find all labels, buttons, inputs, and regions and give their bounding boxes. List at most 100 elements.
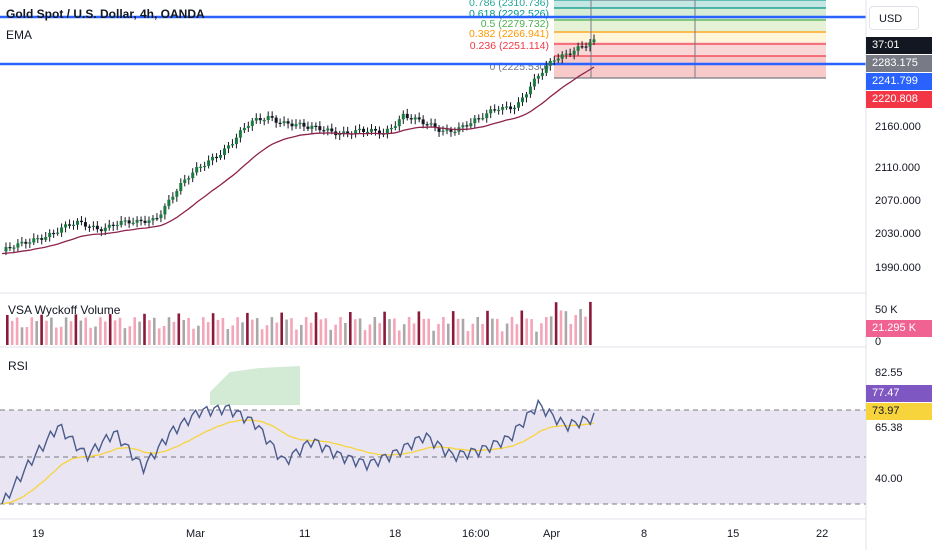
candle-body [314, 125, 318, 127]
candle-body [548, 60, 552, 66]
candle-body [425, 124, 429, 126]
fibonacci-retracement[interactable]: 0.786 (2310.736)0.618 (2292.526)0.5 (227… [469, 0, 826, 79]
candle-body [60, 227, 64, 233]
volume-indicator-label[interactable]: VSA Wyckoff Volume [8, 303, 121, 317]
volume-bar [108, 314, 112, 345]
candle-body [266, 116, 270, 121]
volume-bar [295, 329, 298, 345]
candle-body [310, 125, 314, 129]
candle-body [580, 46, 584, 48]
candle-body [294, 124, 298, 127]
candle-body [139, 219, 143, 222]
candle-body [171, 196, 175, 200]
currency-button[interactable]: USD [869, 6, 919, 30]
candle-body [12, 247, 16, 249]
candle-body [238, 130, 242, 138]
candle-body [588, 42, 592, 47]
rsi-indicator-label[interactable]: RSI [8, 359, 29, 373]
candle-body [524, 94, 528, 98]
candle-body [429, 123, 433, 125]
candle-body [354, 130, 358, 135]
candle-body [254, 117, 258, 121]
blue-line-price-label: 2241.799 [866, 73, 932, 90]
rsi-value-label: 77.47 [866, 385, 932, 402]
horizontal-lines[interactable] [0, 15, 866, 66]
volume-bar [373, 317, 377, 345]
candle-body [433, 123, 437, 128]
candle-body [64, 224, 68, 228]
volume-bar [363, 330, 367, 345]
ema-line [1, 66, 595, 255]
candle-body [123, 220, 127, 222]
volume-bar [535, 331, 538, 345]
rsi-band [0, 410, 866, 457]
candle-body [437, 127, 441, 132]
rsi-tick: 82.55 [875, 367, 903, 379]
candle-body [103, 227, 107, 232]
volume-bar [540, 323, 543, 345]
volume-bar [417, 311, 421, 345]
volume-bar [324, 318, 328, 345]
volume-bar [574, 315, 577, 345]
candle-body [32, 238, 36, 243]
volume-bar [393, 318, 396, 345]
rsi-line [1, 398, 595, 505]
candle-body [417, 117, 421, 120]
volume-bar [99, 317, 102, 345]
candle-body [306, 126, 310, 129]
volume-bar [549, 316, 553, 345]
candle-body [485, 113, 489, 119]
candle-body [338, 133, 342, 136]
volume-bar [451, 311, 455, 345]
candle-body [195, 167, 199, 173]
volume-bar [89, 327, 92, 345]
candle-body [493, 109, 497, 111]
candle-body [286, 121, 290, 124]
candle-body [147, 220, 151, 223]
volume-bar [569, 323, 573, 345]
candle-body [556, 58, 560, 61]
fib-zone [554, 32, 826, 42]
candle-body [207, 160, 211, 166]
volume-bar [133, 317, 136, 345]
candle-body [262, 120, 266, 122]
volume-bar [329, 329, 332, 345]
volume-bar [280, 312, 283, 345]
volume-bar [339, 317, 342, 345]
candle-body [489, 109, 493, 114]
volume-bar [128, 326, 132, 345]
volume-bar [398, 330, 401, 345]
volume-bar [290, 318, 293, 345]
volume-bar [564, 311, 568, 345]
candle-body [215, 156, 219, 159]
candle-body [270, 116, 274, 118]
volume-bar [231, 325, 234, 345]
symbol-title[interactable]: Gold Spot / U.S. Dollar, 4h, OANDA [6, 7, 205, 21]
candle-body [127, 220, 131, 224]
candle-body [592, 39, 596, 43]
candle-body [119, 220, 123, 225]
volume-bar [202, 317, 205, 345]
candle-body [258, 117, 262, 121]
volume-bar [432, 330, 435, 345]
ema-indicator-label[interactable]: EMA [6, 28, 33, 42]
candle-body [52, 232, 56, 235]
candle-body [211, 156, 215, 161]
volume-bar [206, 322, 210, 345]
price-tick: 2030.000 [875, 228, 921, 240]
candle-body [298, 122, 302, 125]
volume-tick: 0 [875, 336, 882, 348]
candle-body [509, 106, 513, 110]
volume-bar [148, 320, 151, 345]
candle-body [385, 128, 389, 134]
rsi-tick: 65.38 [875, 422, 903, 434]
volume-bar [50, 317, 53, 345]
volume-bar [353, 319, 357, 345]
candle-body [346, 131, 350, 134]
candle-body [465, 125, 469, 127]
candle-body [242, 127, 246, 131]
rsi-band [0, 457, 866, 504]
volume-bar [300, 324, 303, 345]
volume-bar [476, 317, 479, 345]
